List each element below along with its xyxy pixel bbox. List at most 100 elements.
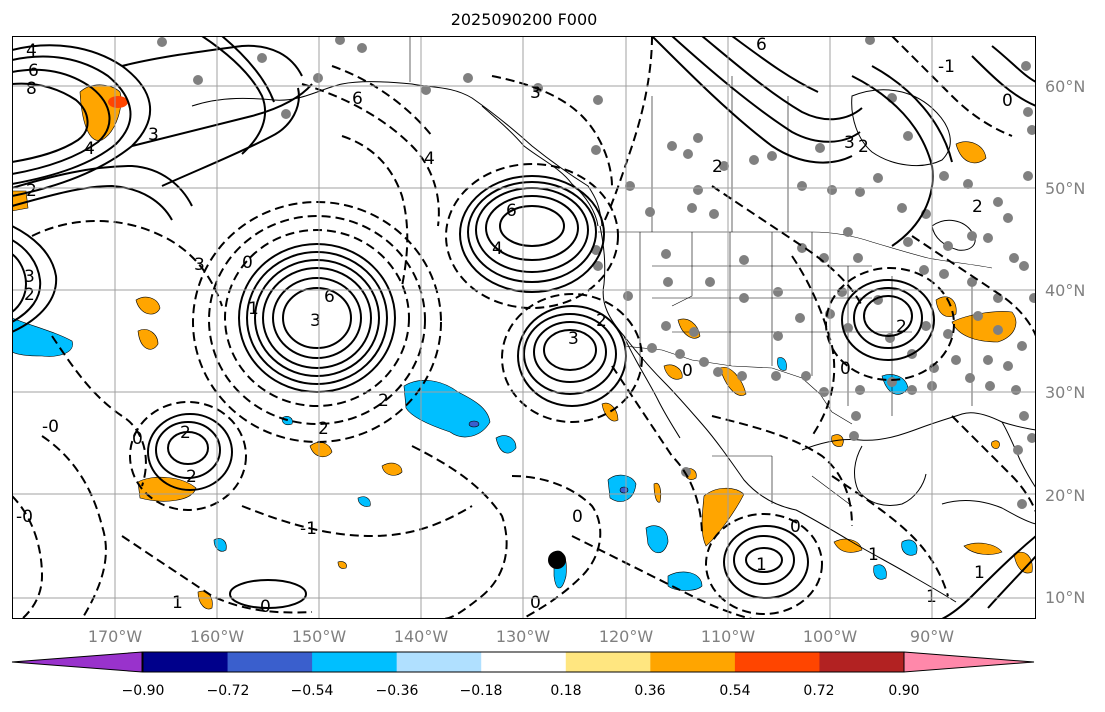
shade-center-purple xyxy=(468,420,480,428)
colorbar-tick: 0.18 xyxy=(550,683,582,699)
contour-left-2 xyxy=(11,239,42,323)
contour-can-8 xyxy=(991,45,1037,83)
map-svg: 4 6 8 4 3 2 6 6 4 3 0 6 1 3 6 4 3 2 2 0 … xyxy=(11,35,1039,620)
shade-sub-blue-3 xyxy=(667,571,703,591)
colorbar-tick: −0.36 xyxy=(375,683,419,699)
contours-dashed xyxy=(11,35,1037,620)
lon-label-130: 130°W xyxy=(495,627,551,646)
shade-carib-blue xyxy=(873,564,887,580)
contour-label: 2 xyxy=(318,419,329,439)
contour-label: 3 xyxy=(194,255,205,275)
shade-carib-orange-3 xyxy=(1013,552,1033,574)
contour-label: 0 xyxy=(840,359,851,379)
lon-label-170: 170°W xyxy=(87,627,143,646)
contour-label: 0 xyxy=(530,593,541,613)
contour-label: 2 xyxy=(896,317,907,337)
contour-label: 1 xyxy=(756,555,767,575)
contour-label: 3 xyxy=(24,267,35,287)
contour-label: 3 xyxy=(148,125,159,145)
contour-label: 6 xyxy=(506,201,517,221)
contour-east-2 xyxy=(987,555,1037,609)
contour-left-5 xyxy=(11,184,173,221)
contour-can-3 xyxy=(701,35,863,121)
contour-label: 4 xyxy=(492,239,503,259)
contour-label: 2 xyxy=(180,423,191,443)
shade-mid-orange-2 xyxy=(381,462,403,476)
contour-label: 1 xyxy=(868,545,879,565)
shade-carib-blue-2 xyxy=(901,539,918,556)
contour-label: 6 xyxy=(756,36,767,55)
bc-coast xyxy=(481,105,599,227)
contour-label: 0 xyxy=(132,429,143,449)
map-panel: 4 6 8 4 3 2 6 6 4 3 0 6 1 3 6 4 3 2 2 0 … xyxy=(11,35,1039,620)
shade-left-orange-1 xyxy=(135,296,161,315)
contour-left-1 xyxy=(11,225,58,333)
colorbar-tick: 0.36 xyxy=(634,683,666,699)
shade-small-orange-east xyxy=(991,440,1000,449)
colorbar-segment xyxy=(143,652,229,672)
contour-nw-8 xyxy=(201,35,267,155)
shade-small-blue-2 xyxy=(357,496,371,507)
contour-nw-5 xyxy=(121,44,303,77)
us-canada-border xyxy=(598,231,993,269)
shade-carib-orange-1 xyxy=(833,538,863,553)
colorbar-tick: −0.72 xyxy=(206,683,250,699)
contour-nw-2 xyxy=(11,55,132,185)
contour-nw-4 xyxy=(11,82,89,163)
colorbar-segment xyxy=(565,652,651,672)
lon-label-160: 160°W xyxy=(189,627,245,646)
great-lakes xyxy=(931,219,976,251)
map-frame xyxy=(12,36,1036,619)
lat-label-60: 60°N xyxy=(1045,77,1086,96)
lat-label-10: 10°N xyxy=(1045,588,1086,607)
contour-nw-9 xyxy=(221,35,275,103)
contour-can-2 xyxy=(671,35,861,143)
colorbar-tick: 0.72 xyxy=(803,683,835,699)
shade-small-orange xyxy=(337,561,347,569)
lon-label-90: 90°W xyxy=(909,627,955,646)
contour-label: -0 xyxy=(16,507,33,527)
contour-label: 8 xyxy=(26,79,37,99)
florida-coast xyxy=(1001,421,1037,489)
lat-label-50: 50°N xyxy=(1045,179,1086,198)
colorbar-left-arrow xyxy=(11,651,143,673)
contour-label: 3 xyxy=(310,311,321,331)
lat-label-40: 40°N xyxy=(1045,281,1086,300)
contour-label: 0 xyxy=(1002,91,1013,111)
shade-left-orange-2 xyxy=(137,329,159,350)
state-2 xyxy=(671,232,693,307)
colorbar-segment xyxy=(396,652,482,672)
contour-nw-3 xyxy=(11,68,111,175)
contour-label: -1 xyxy=(300,519,317,539)
lon-label-140: 140°W xyxy=(393,627,449,646)
chart-title: 2025090200 F000 xyxy=(450,10,598,29)
lat-label-20: 20°N xyxy=(1045,486,1086,505)
shade-hawaii-orange xyxy=(137,476,197,502)
shade-sub-purple xyxy=(619,486,629,494)
contour-label: 2 xyxy=(596,311,607,331)
shade-nw-red xyxy=(108,96,128,108)
contours-solid xyxy=(11,35,1037,620)
colorbar-segment xyxy=(650,652,736,672)
shade-carib-orange-2 xyxy=(963,542,1003,555)
contour-east-1 xyxy=(941,535,1037,620)
contour-label: 3 xyxy=(530,83,541,103)
contour-nw-7 xyxy=(161,87,300,187)
colorbar-segment xyxy=(227,652,313,672)
lat-label-30: 30°N xyxy=(1045,383,1086,402)
baja-peninsula xyxy=(623,335,681,439)
gridlines xyxy=(12,36,1036,619)
contour-label: 3 xyxy=(568,329,579,349)
contour-label: 6 xyxy=(324,287,335,307)
shade-left-blue xyxy=(11,317,73,357)
contour-label: 1 xyxy=(172,593,183,613)
contour-can-6 xyxy=(871,65,953,163)
colorbar-tick: −0.18 xyxy=(459,683,503,699)
contour-label: 6 xyxy=(352,89,363,109)
contour-nw-1 xyxy=(11,44,151,197)
contour-label: 2 xyxy=(712,157,723,177)
colorbar-segment xyxy=(481,652,567,672)
contour-label: 2 xyxy=(24,285,35,305)
contour-label: 2 xyxy=(26,181,37,201)
map-background xyxy=(12,36,1036,619)
